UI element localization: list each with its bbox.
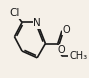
Text: O: O (58, 45, 65, 55)
Text: N: N (33, 18, 41, 28)
Text: O: O (63, 25, 70, 35)
Text: CH₃: CH₃ (70, 51, 88, 61)
Text: Cl: Cl (10, 8, 20, 18)
